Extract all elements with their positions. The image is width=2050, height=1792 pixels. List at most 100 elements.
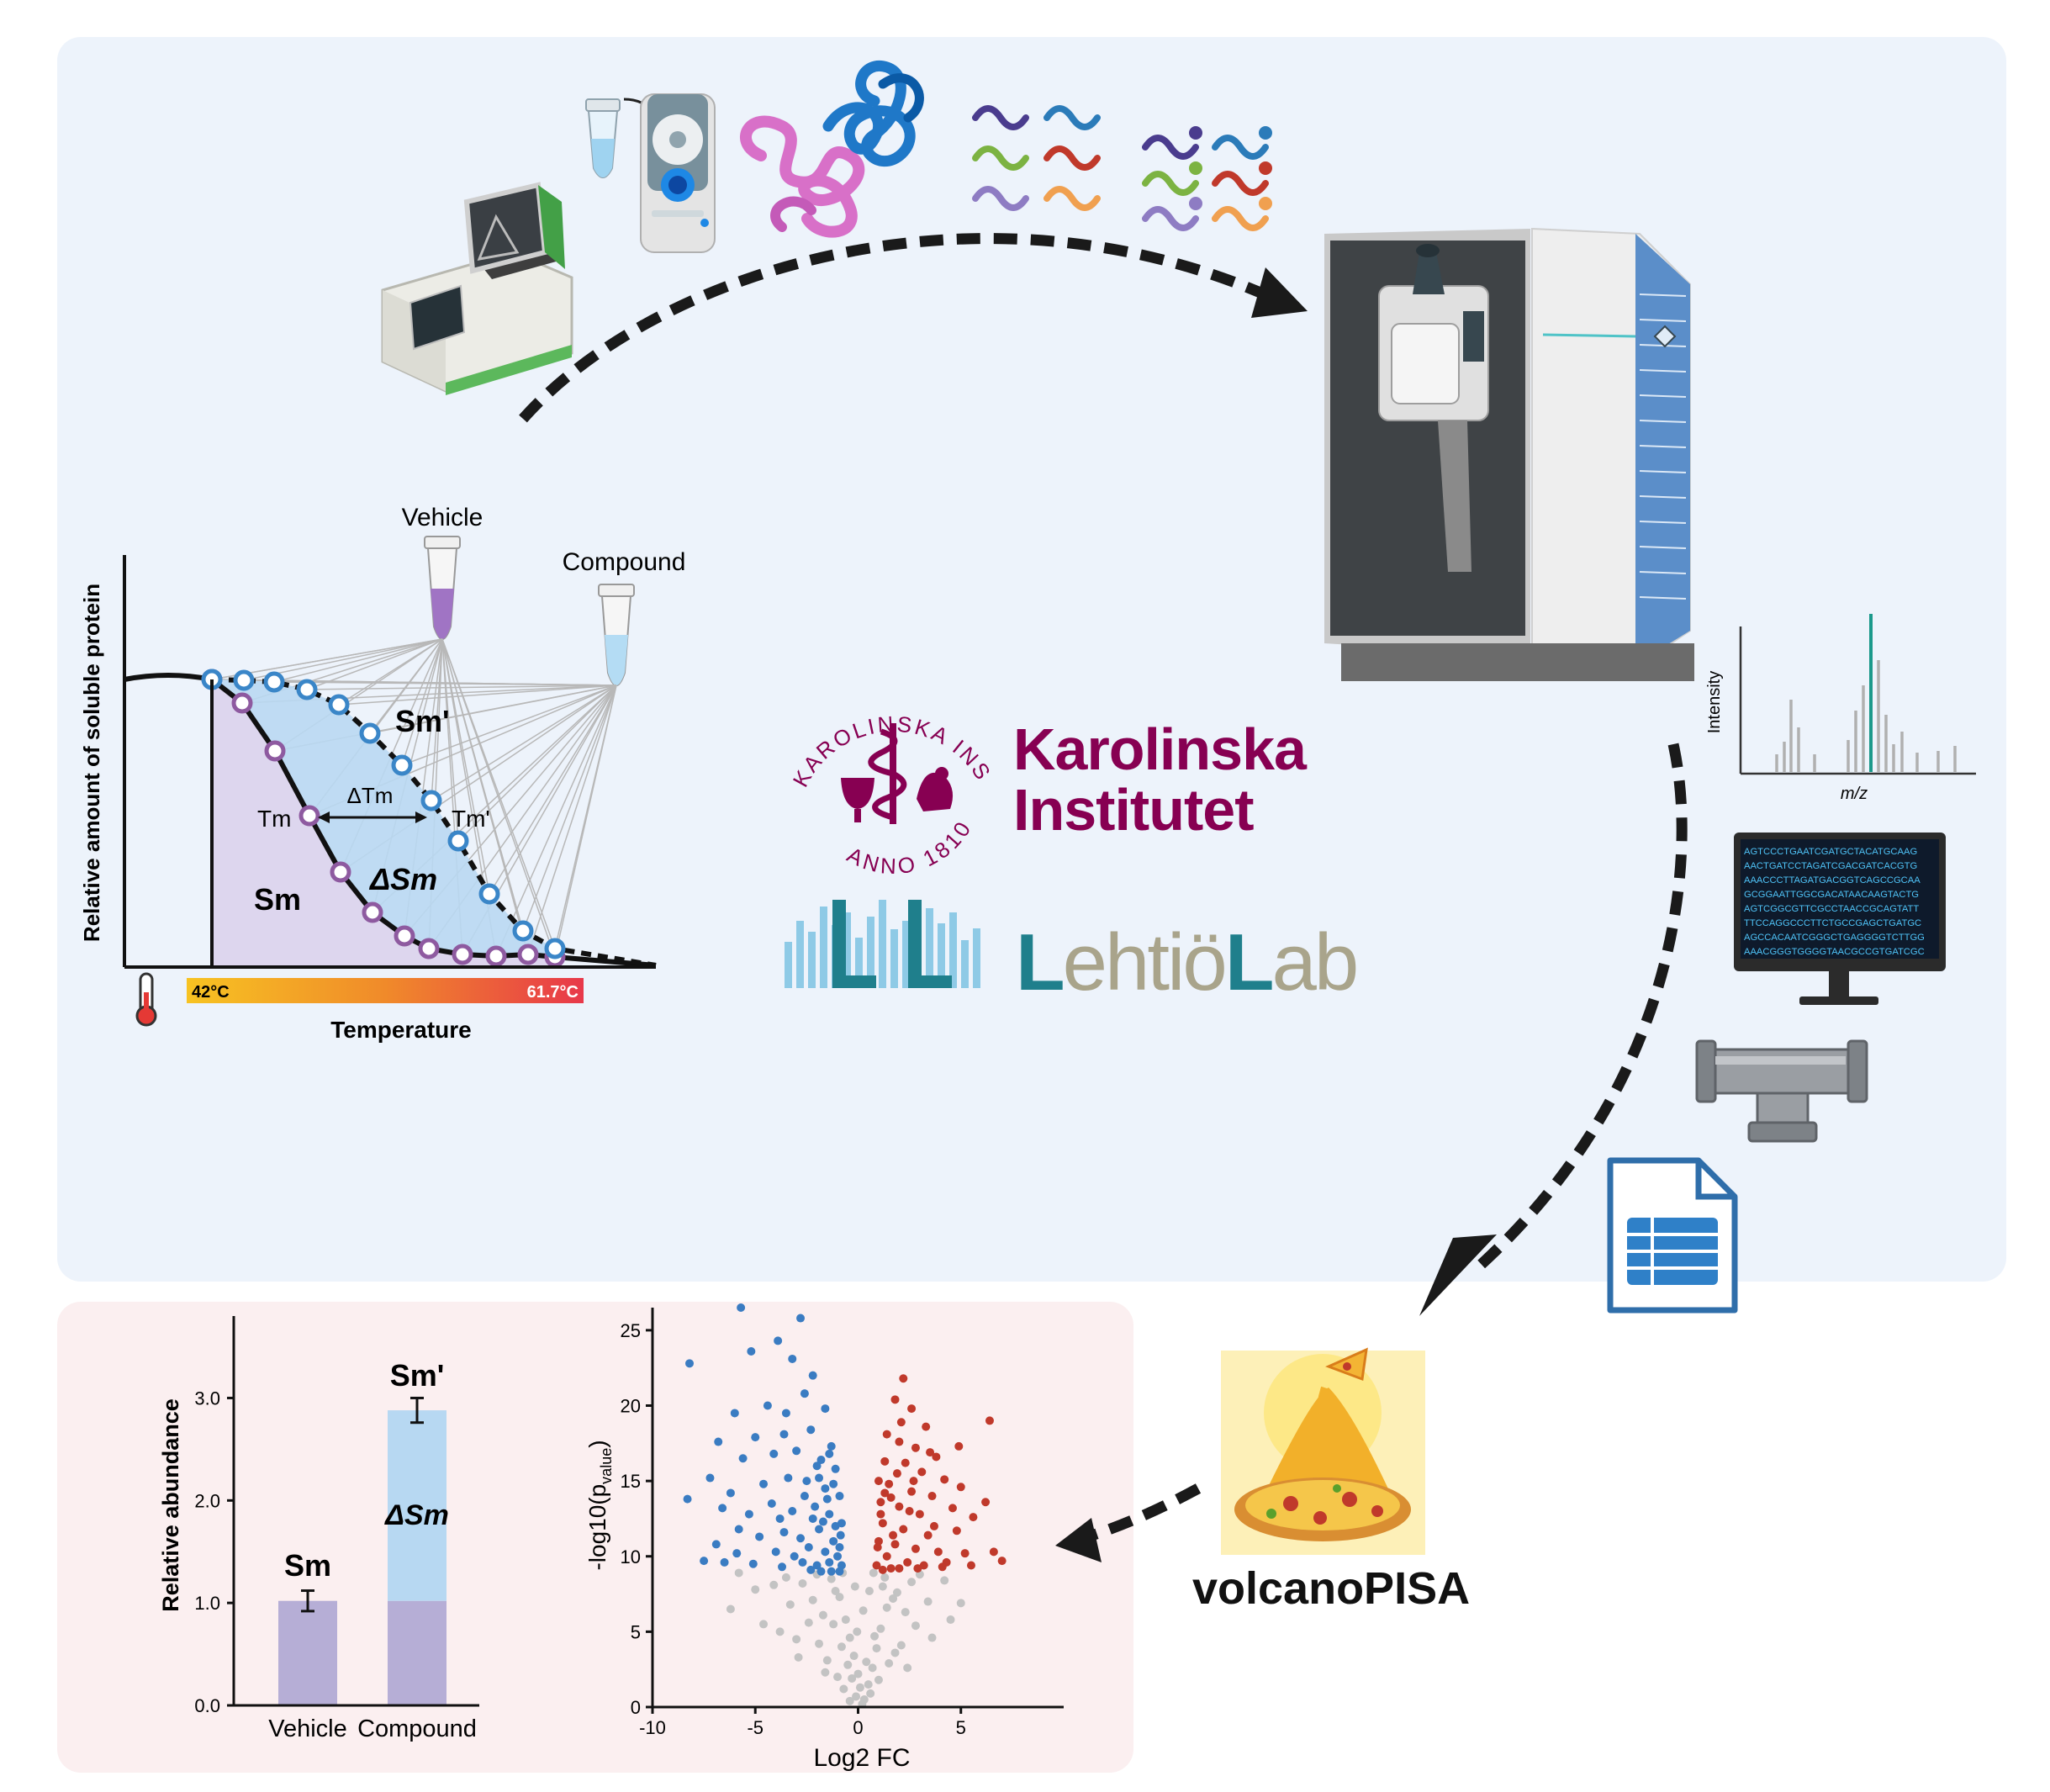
ns-point xyxy=(785,1600,795,1610)
ns-point xyxy=(946,1615,955,1625)
down-point xyxy=(821,1484,830,1493)
down-point xyxy=(769,1449,779,1458)
down-point xyxy=(732,1549,742,1558)
labeled-peptides-icon xyxy=(1142,126,1272,231)
up-point xyxy=(913,1564,922,1573)
sequence-line: AACTGATCCTAGATCGACGATCACGTG xyxy=(1744,861,1917,871)
ns-point xyxy=(821,1668,830,1677)
ns-point xyxy=(831,1586,840,1595)
compound-ray xyxy=(369,685,617,734)
ns-point xyxy=(835,1593,844,1602)
bar-base-vehicle xyxy=(278,1600,337,1705)
ns-point xyxy=(911,1621,920,1631)
thermocycler-icon xyxy=(381,182,573,395)
down-point xyxy=(831,1464,840,1473)
volcano-ytick-label: 15 xyxy=(621,1471,641,1492)
up-point xyxy=(895,1502,904,1511)
up-point xyxy=(890,1540,900,1549)
up-point xyxy=(952,1526,961,1536)
compound-point xyxy=(233,669,255,691)
lab-rest-2: ab xyxy=(1271,917,1359,1007)
down-point xyxy=(806,1425,816,1435)
compound-point xyxy=(296,679,318,700)
ns-point xyxy=(923,1597,933,1606)
down-point xyxy=(808,1514,817,1523)
ns-point xyxy=(848,1673,857,1683)
ns-point xyxy=(878,1582,887,1591)
bar-base-compound xyxy=(388,1600,446,1705)
volcano-points xyxy=(683,1303,1007,1709)
compound-tube-label: Compound xyxy=(563,548,686,576)
down-point xyxy=(800,1389,809,1398)
down-point xyxy=(821,1404,830,1414)
melt-ylabel: Relative amount of soluble protein xyxy=(79,584,104,942)
bar-label-sm: Sm xyxy=(284,1548,331,1583)
vehicle-ray xyxy=(369,638,443,734)
down-point xyxy=(802,1477,811,1486)
ns-point xyxy=(866,1689,875,1698)
ns-point xyxy=(896,1641,906,1650)
ns-point xyxy=(781,1573,790,1582)
ns-point xyxy=(882,1603,891,1612)
vehicle-ray xyxy=(401,638,443,766)
up-point xyxy=(966,1561,975,1570)
sequence-line: TTCCAGGCCCTTCTGCCGAGCTGATGC xyxy=(1744,918,1921,928)
compound-point xyxy=(544,938,566,959)
temp-max-label: 61.7°C xyxy=(527,983,579,1002)
down-point xyxy=(778,1562,787,1572)
down-point xyxy=(829,1536,838,1546)
volcano-xtick-label: 5 xyxy=(956,1717,966,1738)
compound-ray xyxy=(527,685,617,955)
down-point xyxy=(821,1547,830,1557)
up-point xyxy=(872,1561,881,1570)
up-point xyxy=(876,1498,885,1507)
down-point xyxy=(829,1479,838,1488)
volcano-xtick-label: -5 xyxy=(747,1717,763,1738)
up-point xyxy=(933,1547,943,1557)
down-point xyxy=(781,1409,790,1418)
compound-point xyxy=(391,754,413,776)
ns-point xyxy=(751,1585,760,1594)
ns-point xyxy=(734,1568,743,1578)
down-point xyxy=(836,1530,845,1540)
down-point xyxy=(808,1371,817,1380)
ns-point xyxy=(818,1610,827,1620)
down-point xyxy=(734,1525,743,1534)
down-point xyxy=(784,1473,793,1483)
vehicle-ray xyxy=(441,638,556,949)
sm-label: Sm xyxy=(254,882,301,917)
down-point xyxy=(738,1454,748,1463)
compound-point xyxy=(447,830,469,852)
ns-point xyxy=(815,1639,824,1648)
up-point xyxy=(880,1456,890,1466)
centrifuge-icon xyxy=(640,93,716,253)
volcano-ylabel: -log10(pvalue) xyxy=(584,1440,615,1570)
workflow-arrow-right xyxy=(1476,743,1688,1270)
volcano-ticks: -10 -5 0 5 0 5 10 15 20 25 xyxy=(621,1320,966,1738)
down-point xyxy=(767,1499,776,1509)
ns-point xyxy=(890,1648,900,1657)
vehicle-point xyxy=(299,805,320,827)
up-point xyxy=(915,1509,924,1519)
up-point xyxy=(932,1452,941,1462)
down-point xyxy=(833,1551,843,1561)
lab-rest-1: ehtiö xyxy=(1062,917,1228,1007)
vehicle-point xyxy=(362,901,383,923)
up-point xyxy=(909,1477,918,1486)
up-point xyxy=(989,1547,998,1557)
up-point xyxy=(886,1493,896,1502)
down-point xyxy=(790,1551,799,1561)
down-point xyxy=(775,1514,785,1523)
up-point xyxy=(929,1521,938,1530)
up-point xyxy=(938,1562,947,1572)
vehicle-ray xyxy=(441,638,490,895)
up-point xyxy=(886,1564,896,1573)
melt-curve-rays xyxy=(211,638,617,958)
ns-point xyxy=(901,1608,910,1617)
down-point xyxy=(804,1543,813,1551)
up-point xyxy=(985,1416,994,1425)
vehicle-point xyxy=(452,944,473,965)
compound-point xyxy=(263,671,285,693)
up-point xyxy=(905,1506,914,1515)
